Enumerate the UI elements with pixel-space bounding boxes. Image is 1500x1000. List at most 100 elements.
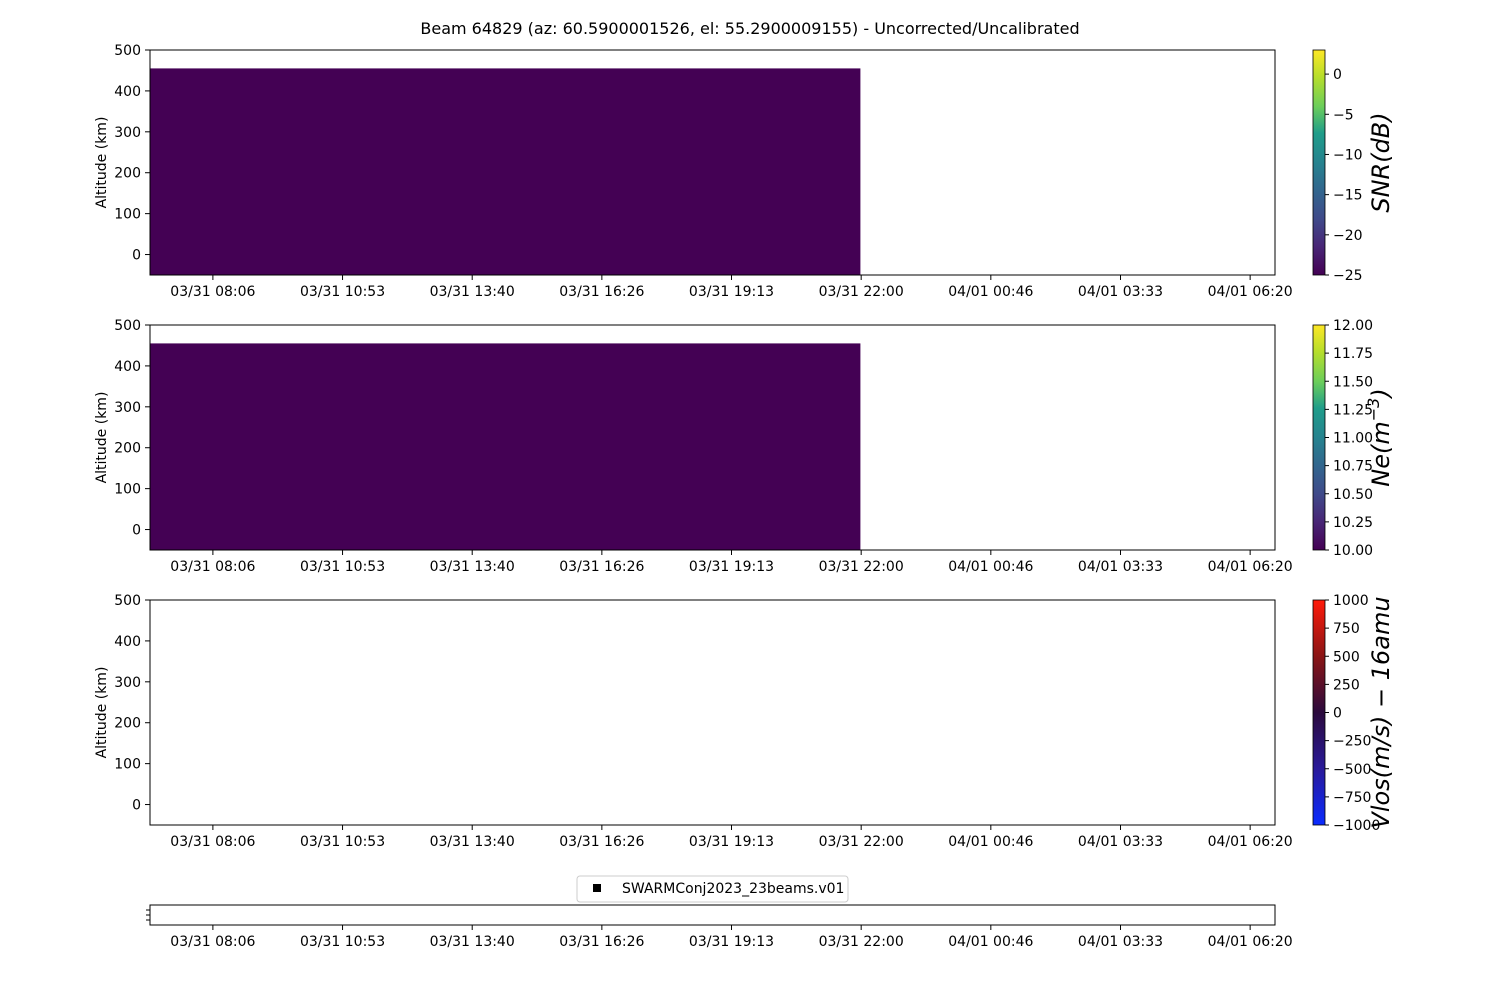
x-tick-label: 03/31 16:26: [559, 559, 644, 575]
colorbar-tick-label: −500: [1333, 762, 1371, 778]
colorbar-tick-label: −15: [1333, 188, 1363, 204]
x-tick-label: 03/31 08:06: [170, 559, 255, 575]
colorbar: [1312, 324, 1326, 551]
x-tick-label: 03/31 08:06: [170, 284, 255, 300]
y-axis-label: Altitude (km): [94, 392, 110, 484]
data-fill: [150, 343, 861, 550]
y-tick-label: 500: [114, 318, 141, 334]
x-tick-label: 03/31 10:53: [300, 559, 385, 575]
x-tick-label: 03/31 13:40: [430, 934, 515, 950]
colorbar-tick-label: 12.00: [1333, 318, 1373, 334]
x-tick-label: 03/31 08:06: [170, 934, 255, 950]
colorbar-tick-label: −750: [1333, 790, 1371, 806]
x-tick-label: 03/31 10:53: [300, 284, 385, 300]
x-tick-label: 04/01 00:46: [948, 284, 1033, 300]
x-tick-label: 03/31 13:40: [430, 284, 515, 300]
colorbar-label: Ne(m−3): [1364, 388, 1395, 486]
figure-title: Beam 64829 (az: 60.5900001526, el: 55.29…: [420, 19, 1079, 38]
legend-label: SWARMConj2023_23beams.v01: [622, 881, 844, 897]
axes-frame: [149, 49, 1276, 276]
x-tick-label: 04/01 03:33: [1078, 284, 1163, 300]
colorbar-tick-label: 11.75: [1333, 346, 1373, 362]
colorbar-label: SNR(dB): [1367, 112, 1395, 212]
x-tick-label: 04/01 06:20: [1208, 834, 1293, 850]
x-tick-label: 04/01 06:20: [1208, 559, 1293, 575]
x-tick-label: 04/01 03:33: [1078, 834, 1163, 850]
x-tick-label: 03/31 19:13: [689, 559, 774, 575]
y-tick-label: 300: [114, 675, 141, 691]
x-tick-label: 03/31 13:40: [430, 834, 515, 850]
legend-box: [576, 875, 849, 903]
x-tick-label: 04/01 06:20: [1208, 284, 1293, 300]
x-tick-label: 03/31 19:13: [689, 934, 774, 950]
colorbar-tick-label: 1000: [1333, 593, 1369, 609]
colorbar-tick-label: −25: [1333, 268, 1363, 284]
y-tick-label: 200: [114, 441, 141, 457]
colorbar-tick-label: −20: [1333, 228, 1363, 244]
y-tick-label: 300: [114, 400, 141, 416]
x-tick-label: 03/31 22:00: [819, 559, 904, 575]
x-tick-label: 04/01 00:46: [948, 559, 1033, 575]
x-tick-label: 03/31 16:26: [559, 934, 644, 950]
x-tick-label: 03/31 13:40: [430, 559, 515, 575]
y-tick-label: 400: [114, 359, 141, 375]
y-tick-label: 0: [132, 248, 141, 264]
colorbar-tick-label: 11.00: [1333, 431, 1373, 447]
x-tick-label: 03/31 10:53: [300, 834, 385, 850]
x-tick-label: 03/31 19:13: [689, 834, 774, 850]
y-tick-label: 400: [114, 634, 141, 650]
panel-3: 0 100 200 300 400 500 Altitude (km) 1000 750 500 2…: [94, 593, 1395, 850]
colorbar-label-suffix: ): [1367, 388, 1395, 399]
colorbar-tick-label: 750: [1333, 621, 1360, 637]
colorbar-label-superscript: −3: [1364, 398, 1383, 422]
x-tick-label: 03/31 22:00: [819, 284, 904, 300]
colorbar-tick-label: 250: [1333, 677, 1360, 693]
y-tick-label: 500: [114, 43, 141, 59]
x-tick-label: 03/31 10:53: [300, 934, 385, 950]
x-tick-label: 03/31 22:00: [819, 834, 904, 850]
x-tick-label: 03/31 22:00: [819, 934, 904, 950]
x-tick-label: 03/31 16:26: [559, 284, 644, 300]
colorbar-tick-label: −1000: [1333, 818, 1380, 834]
colorbar-tick-label: −10: [1333, 147, 1363, 163]
colorbar-tick-label: 0: [1333, 706, 1342, 722]
legend: SWARMConj2023_23beams.v01: [576, 875, 849, 903]
colorbar: [1312, 49, 1326, 276]
x-tick-label: 03/31 16:26: [559, 834, 644, 850]
x-tick-label: 03/31 19:13: [689, 284, 774, 300]
colorbar-tick-label: 10.00: [1333, 543, 1373, 559]
data-fill: [150, 68, 861, 275]
colorbar-tick-label: 0: [1333, 67, 1342, 83]
y-tick-label: 0: [132, 523, 141, 539]
panels: 0 100 200 300 400 500 Altitude (km) 0 −5 −10 −15 −2…: [94, 43, 1395, 950]
y-axis-label: Altitude (km): [94, 667, 110, 759]
x-tick-label: 04/01 00:46: [948, 934, 1033, 950]
colorbar-tick-label: 500: [1333, 649, 1360, 665]
panel-1: 0 100 200 300 400 500 Altitude (km) 0 −5 −10 −15 −2…: [94, 43, 1395, 300]
panel-2: 0 100 200 300 400 500 Altitude (km) 12.00 11.75 1…: [94, 318, 1395, 575]
x-tick-label: 04/01 03:33: [1078, 934, 1163, 950]
axes-frame: [149, 324, 1276, 551]
y-tick-label: 200: [114, 166, 141, 182]
colorbar-tick-label: 10.25: [1333, 515, 1373, 531]
axes-frame: [149, 599, 1276, 826]
y-tick-label: 300: [114, 125, 141, 141]
colorbar-tick-label: −5: [1333, 107, 1354, 123]
y-axis-label: Altitude (km): [94, 117, 110, 209]
panel-4: SWARMConj2023_23beams.v01 03/31 08:06 03/3…: [146, 875, 1293, 950]
y-tick-label: 200: [114, 716, 141, 732]
colorbar-tick-label: 10.75: [1333, 459, 1373, 475]
y-tick-label: 100: [114, 757, 141, 773]
colorbar-tick-label: 11.25: [1333, 402, 1373, 418]
y-tick-label: 0: [132, 798, 141, 814]
x-tick-label: 04/01 06:20: [1208, 934, 1293, 950]
colorbar: [1312, 599, 1326, 826]
axes-frame: [149, 904, 1276, 926]
y-tick-label: 100: [114, 207, 141, 223]
x-tick-label: 04/01 03:33: [1078, 559, 1163, 575]
colorbar-label: Vlos(m/s) − 16amu: [1367, 596, 1395, 828]
y-tick-label: 500: [114, 593, 141, 609]
x-tick-label: 03/31 08:06: [170, 834, 255, 850]
y-tick-label: 100: [114, 482, 141, 498]
